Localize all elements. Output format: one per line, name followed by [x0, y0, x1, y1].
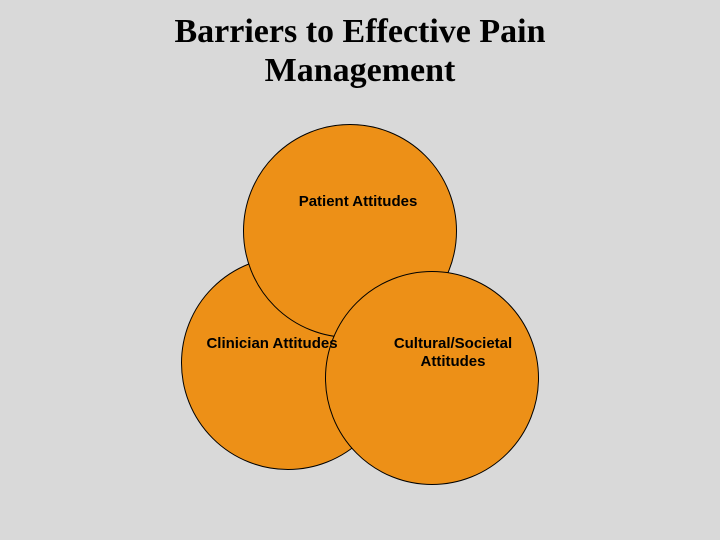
label-patient: Patient Attitudes [288, 193, 428, 211]
label-cultural: Cultural/SocietalAttitudes [378, 335, 528, 371]
label-clinician: Clinician Attitudes [192, 335, 352, 353]
circle-cultural [325, 271, 539, 485]
title-line2: Management [0, 51, 720, 90]
title-line1: Barriers to Effective Pain [0, 12, 720, 51]
page-title: Barriers to Effective Pain Management [0, 12, 720, 90]
